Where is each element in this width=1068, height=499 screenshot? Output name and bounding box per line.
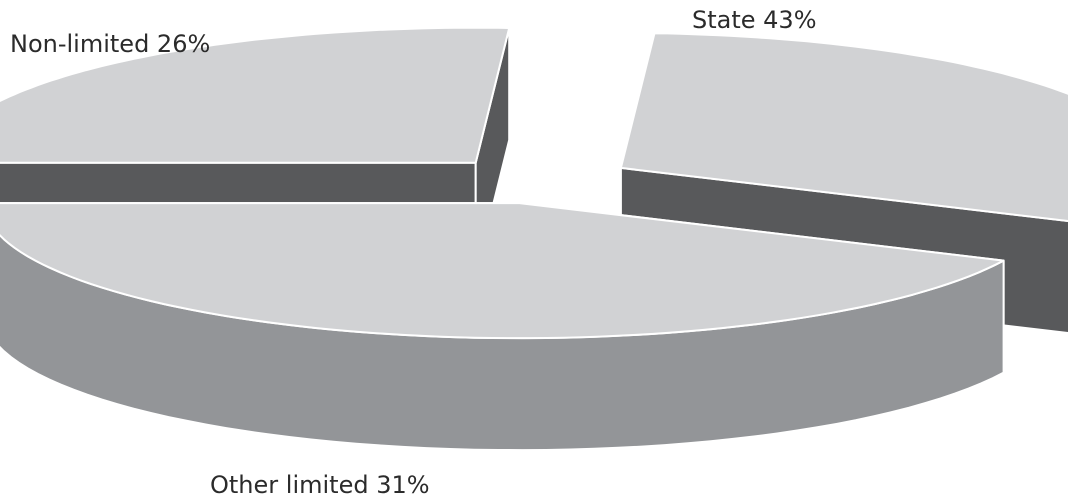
slice-non-limited-top [0, 26, 511, 164]
label-other-limited: Other limited 31% [210, 471, 430, 499]
label-state: State 43% [692, 6, 817, 34]
slice-other-limited-top [619, 32, 1068, 223]
label-non-limited: Non-limited 26% [10, 30, 211, 58]
slice-state-top [0, 202, 1005, 340]
